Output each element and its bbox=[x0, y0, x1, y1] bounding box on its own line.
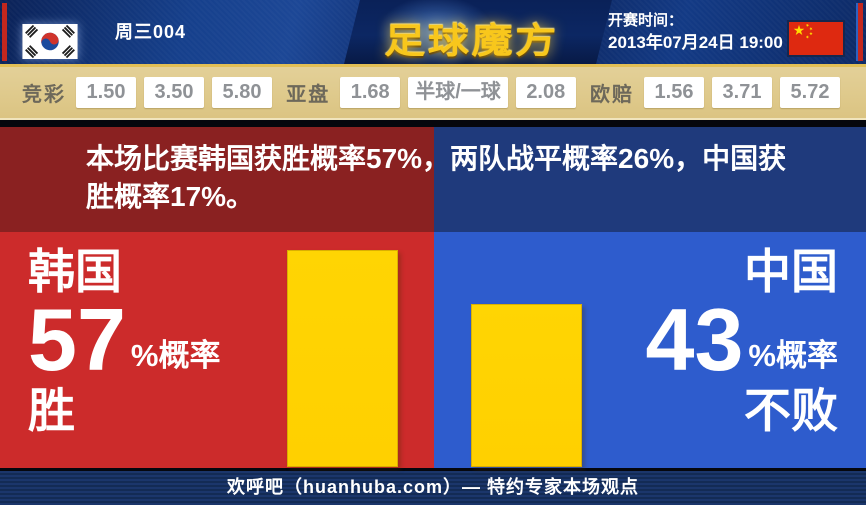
china-outcome-label: 不败 bbox=[744, 384, 838, 437]
china-team-name: 中国 bbox=[744, 245, 838, 298]
divider bbox=[0, 120, 866, 127]
china-probability-suffix: %概率 bbox=[748, 338, 838, 373]
korea-probability-row: 57 %概率 bbox=[28, 290, 221, 389]
right-red-accent-stripe bbox=[856, 3, 863, 61]
korea-probability-bar bbox=[287, 250, 398, 467]
footer-credit: 欢呼吧（huanhuba.com）— 特约专家本场观点 bbox=[226, 477, 639, 497]
asian-handicap-group: 亚盘 1.68 半球/一球 2.08 bbox=[286, 77, 576, 108]
logo-glow bbox=[356, 0, 516, 82]
euro-home-odds: 1.56 bbox=[644, 77, 704, 108]
handicap-line: 半球/一球 bbox=[408, 77, 508, 108]
header: 周三004 足球魔方 开赛时间： 2013年07月24日 19:00 bbox=[0, 0, 866, 82]
analysis-line-2: 胜概率17%。 bbox=[86, 181, 255, 212]
china-probability-block: 中国 43 %概率 不败 bbox=[646, 246, 838, 437]
kickoff-label: 开赛时间： bbox=[608, 12, 684, 29]
handicap-away-odds: 2.08 bbox=[515, 77, 576, 108]
euro-away-odds: 5.72 bbox=[780, 77, 840, 108]
handicap-home-odds: 1.68 bbox=[340, 77, 401, 108]
kickoff-time-block: 开赛时间： 2013年07月24日 19:00 bbox=[608, 10, 783, 54]
match-code: 周三004 bbox=[115, 22, 187, 42]
analysis-summary: 本场比赛韩国获胜概率57%，两队战平概率26%，中国获 胜概率17%。 bbox=[0, 127, 866, 232]
footer: 欢呼吧（huanhuba.com）— 特约专家本场观点 bbox=[0, 468, 866, 505]
asian-handicap-label: 亚盘 bbox=[286, 84, 331, 106]
left-red-accent-stripe bbox=[2, 3, 7, 61]
china-probability-bar bbox=[471, 304, 582, 467]
european-odds-label: 欧赔 bbox=[590, 84, 634, 106]
china-flag-icon bbox=[789, 22, 843, 55]
china-probability-value: 43 bbox=[645, 290, 744, 389]
european-odds-group: 欧赔 1.56 3.71 5.72 bbox=[590, 77, 840, 108]
china-probability-row: 43 %概率 bbox=[645, 290, 838, 389]
korea-probability-suffix: %概率 bbox=[130, 338, 221, 373]
korea-outcome-label: 胜 bbox=[28, 384, 75, 437]
jingcai-odds-group: 竞彩 1.50 3.50 5.80 bbox=[22, 77, 272, 108]
jingcai-home-odds: 1.50 bbox=[76, 77, 136, 108]
jingcai-label: 竞彩 bbox=[22, 84, 66, 106]
jingcai-draw-odds: 3.50 bbox=[144, 77, 204, 108]
south-korea-flag-icon bbox=[22, 24, 78, 59]
jingcai-away-odds: 5.80 bbox=[212, 77, 272, 108]
korea-probability-block: 韩国 57 %概率 胜 bbox=[28, 246, 220, 437]
korea-team-name: 韩国 bbox=[28, 245, 122, 298]
probability-chart: 韩国 57 %概率 胜 中国 43 %概率 不败 bbox=[0, 232, 866, 468]
kickoff-datetime: 2013年07月24日 19:00 bbox=[608, 33, 783, 52]
site-logo: 足球魔方 bbox=[384, 22, 559, 61]
korea-probability-value: 57 bbox=[28, 290, 126, 389]
euro-draw-odds: 3.71 bbox=[712, 77, 772, 108]
analysis-line-1: 本场比赛韩国获胜概率57%，两队战平概率26%，中国获 bbox=[86, 143, 787, 174]
